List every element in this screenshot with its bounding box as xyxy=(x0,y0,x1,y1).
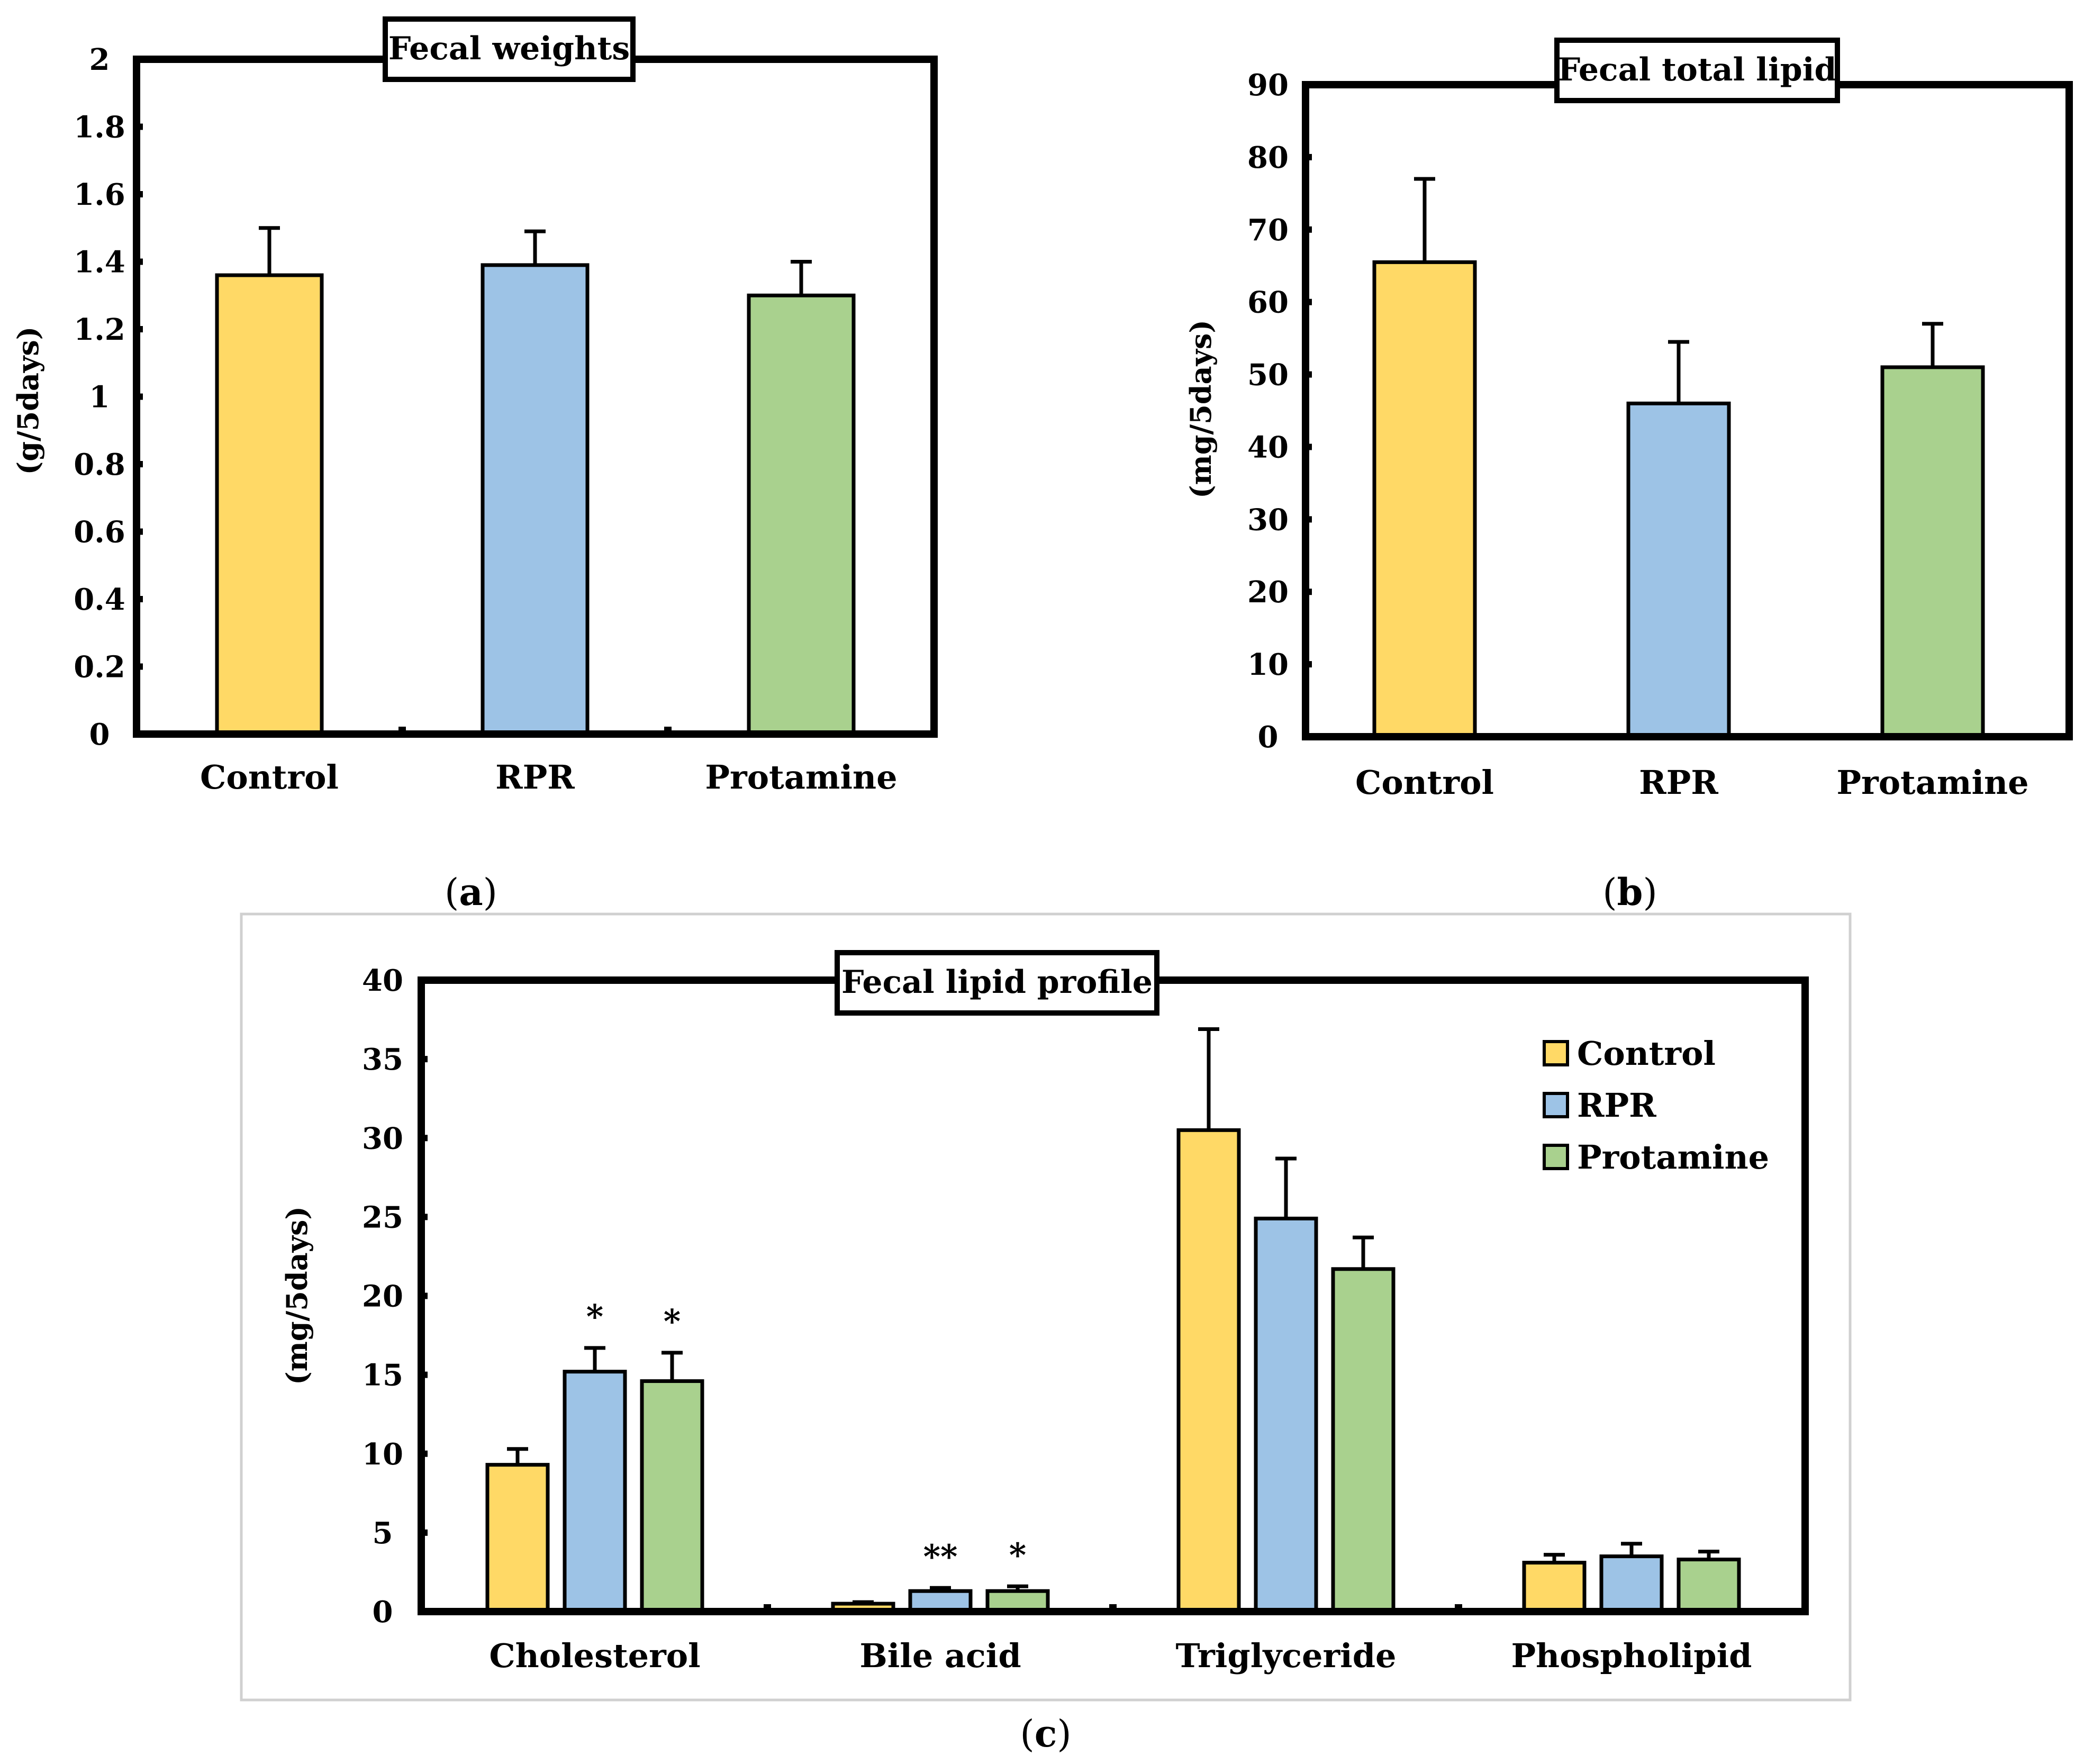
chart-c-x-labels: Cholesterol Bile acid Triglyceride Phosphol… xyxy=(489,1636,1752,1675)
y-tick-label: 2 xyxy=(89,42,110,77)
y-tick-label: 20 xyxy=(1247,575,1289,610)
legend-label-control: Control xyxy=(1577,1034,1716,1073)
chart-c-title: Fecal lipid profile xyxy=(841,964,1153,1001)
y-tick-label: 20 xyxy=(362,1279,403,1314)
y-tick-label: 50 xyxy=(1247,358,1289,393)
bar-control-bar xyxy=(1522,1561,1587,1614)
chart-a-x-labels: Control RPR Protamine xyxy=(200,758,898,797)
bar-protamine-bar xyxy=(640,1379,704,1614)
chart-fecal-total-lipid: Fecal total lipid (mg/5days) 0 10 20 30 40 50… xyxy=(1184,38,2073,914)
bar-protamine-bar xyxy=(747,293,856,736)
chart-a-title: Fecal weights xyxy=(388,30,630,67)
bar-control-bar xyxy=(485,1463,550,1614)
y-tick-label: 35 xyxy=(362,1042,403,1077)
bar-protamine-bar xyxy=(1880,365,1985,739)
x-category-label: Triglyceride xyxy=(1176,1636,1397,1675)
y-tick-label: 90 xyxy=(1247,68,1289,103)
significance-marker: ** xyxy=(923,1537,958,1576)
y-tick-label: 0.6 xyxy=(74,515,125,550)
chart-a-title-box xyxy=(383,16,636,82)
chart-a-marks xyxy=(215,226,856,736)
bar-rpr-bar xyxy=(1626,401,1731,739)
chart-b-panel-label: (b) xyxy=(1602,870,1657,914)
chart-c-y-ticks: 0 5 10 15 20 25 30 35 40 xyxy=(362,963,428,1630)
chart-b-title-box xyxy=(1554,38,1840,103)
x-category-label: Control xyxy=(200,758,339,797)
bar-rpr-bar xyxy=(481,263,590,736)
bar-control-bar xyxy=(215,273,324,736)
x-category-label: Phospholipid xyxy=(1511,1636,1752,1675)
y-tick-label: 1.4 xyxy=(74,245,125,280)
y-tick-label: 10 xyxy=(362,1437,403,1472)
chart-fecal-lipid-profile: * *** * Fecal lipid profile (mg/5days) 051… xyxy=(240,912,1852,1756)
y-tick-label: 15 xyxy=(362,1358,403,1393)
chart-c-outer-frame xyxy=(240,912,1852,1702)
chart-b-marks xyxy=(1372,177,1985,739)
y-tick-label: 1.6 xyxy=(74,177,125,212)
x-category-label: Cholesterol xyxy=(489,1636,700,1675)
bar-protamine-bar xyxy=(1677,1558,1741,1614)
chart-a-panel-label: (a) xyxy=(445,870,497,914)
chart-c-legend: Control RPR Protamine xyxy=(1543,1034,1769,1177)
y-tick-label: 0.8 xyxy=(74,447,125,482)
y-tick-label: 0.4 xyxy=(74,582,125,617)
y-tick-label: 30 xyxy=(362,1121,403,1156)
chart-b-y-axis-label: (mg/5days) xyxy=(1184,320,1218,499)
chart-b-x-labels: Control RPR Protamine xyxy=(1355,763,2029,802)
bar-control-bar xyxy=(1372,260,1477,739)
chart-c-title-box xyxy=(835,950,1159,1016)
legend-swatch-control xyxy=(1543,1040,1569,1066)
x-category-label: Control xyxy=(1355,763,1494,802)
y-tick-label: 40 xyxy=(1247,430,1289,465)
chart-a-y-axis-label: (g/5days) xyxy=(11,327,45,475)
y-tick-label: 30 xyxy=(1247,502,1289,537)
y-tick-label: 0 xyxy=(373,1595,393,1630)
x-category-label: RPR xyxy=(1639,763,1718,802)
y-tick-label: 0 xyxy=(1258,720,1279,755)
significance-marker: * xyxy=(586,1297,603,1336)
y-tick-label: 10 xyxy=(1247,647,1289,682)
bar-control-bar xyxy=(1176,1128,1241,1614)
y-tick-label: 70 xyxy=(1247,213,1289,248)
chart-c-panel-label: (c) xyxy=(1020,1712,1071,1756)
x-category-label: RPR xyxy=(495,758,575,797)
bar-rpr-bar xyxy=(563,1370,627,1614)
bar-protamine-bar xyxy=(1331,1267,1396,1614)
chart-a-y-ticks: 0 0.2 0.4 0.6 0.8 1 1.2 1.4 1.6 1.8 2 xyxy=(74,42,143,752)
x-category-label: Protamine xyxy=(705,758,897,797)
x-category-label: Protamine xyxy=(1836,763,2028,802)
chart-b-title: Fecal total lipid xyxy=(1558,51,1837,88)
legend-swatch-rpr xyxy=(1543,1092,1569,1118)
legend-swatch-protamine xyxy=(1543,1144,1569,1170)
y-tick-label: 5 xyxy=(373,1516,393,1551)
chart-b-y-ticks: 0 10 20 30 40 50 60 70 80 90 xyxy=(1247,68,1312,755)
legend-label-protamine: Protamine xyxy=(1577,1138,1769,1177)
y-tick-label: 0.2 xyxy=(74,650,125,685)
y-tick-label: 60 xyxy=(1247,285,1289,320)
x-category-label: Bile acid xyxy=(859,1636,1021,1675)
y-tick-label: 0 xyxy=(89,717,110,752)
y-tick-label: 40 xyxy=(362,963,403,998)
y-tick-label: 1 xyxy=(89,380,110,415)
chart-fecal-weights: Fecal weights (g/5days) 0 0.2 0.4 0.6 0.8 1 1.… xyxy=(11,16,938,914)
bar-rpr-bar xyxy=(1599,1554,1664,1614)
chart-c-y-axis-label: (mg/5days) xyxy=(280,1206,314,1385)
y-tick-label: 25 xyxy=(362,1200,403,1235)
y-tick-label: 80 xyxy=(1247,140,1289,175)
y-tick-label: 1.2 xyxy=(74,312,125,347)
significance-marker: * xyxy=(664,1302,681,1341)
significance-marker: * xyxy=(1009,1535,1026,1574)
legend-label-rpr: RPR xyxy=(1577,1086,1656,1125)
y-tick-label: 1.8 xyxy=(74,110,125,145)
bar-rpr-bar xyxy=(1254,1216,1318,1614)
